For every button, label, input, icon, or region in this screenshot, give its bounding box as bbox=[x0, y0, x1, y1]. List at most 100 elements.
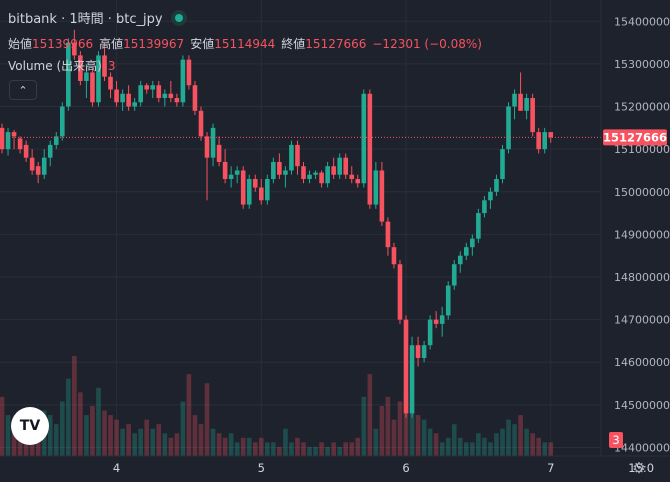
candle-body bbox=[337, 157, 342, 175]
volume-bar bbox=[433, 433, 439, 456]
volume-bar bbox=[198, 424, 204, 456]
candle-body bbox=[409, 345, 415, 414]
candle-body bbox=[542, 132, 547, 150]
volume-legend[interactable]: Volume (出来高) 3 bbox=[8, 58, 115, 74]
volume-bar bbox=[150, 428, 156, 456]
price-tick-label: 14700000 bbox=[614, 314, 670, 327]
volume-bar bbox=[252, 442, 258, 456]
candle-body bbox=[385, 221, 391, 248]
volume-bar bbox=[240, 437, 246, 456]
last-price-text: 15127666 bbox=[603, 130, 667, 144]
time-tick-label: 5 bbox=[258, 461, 265, 475]
time-axis[interactable] bbox=[0, 456, 670, 482]
candle-body bbox=[457, 255, 463, 265]
volume-bar bbox=[228, 433, 234, 456]
volume-bar bbox=[427, 428, 433, 456]
volume-bar bbox=[373, 428, 379, 456]
last-price-label: 15127666 bbox=[603, 129, 667, 146]
candle-body bbox=[433, 319, 439, 324]
low-label: 安値 bbox=[190, 37, 215, 51]
candle-body bbox=[548, 132, 554, 138]
volume-bar bbox=[204, 383, 210, 456]
candle-body bbox=[518, 93, 523, 111]
volume-bar bbox=[174, 433, 180, 456]
volume-bar bbox=[445, 437, 451, 456]
volume-value: 3 bbox=[107, 59, 116, 73]
volume-bar bbox=[144, 419, 150, 456]
volume-bar bbox=[470, 442, 475, 456]
volume-bar bbox=[397, 401, 403, 456]
volume-bar bbox=[210, 428, 216, 456]
volume-bar bbox=[246, 437, 252, 456]
volume-label: Volume (出来高) bbox=[8, 59, 102, 73]
collapse-legend-button[interactable]: ⌃ bbox=[9, 80, 37, 100]
volume-bar bbox=[222, 437, 228, 456]
candle-body bbox=[132, 102, 137, 107]
volume-bar bbox=[367, 374, 373, 456]
candle-body bbox=[29, 157, 35, 171]
candle-body bbox=[168, 93, 174, 99]
candle-body bbox=[144, 85, 150, 90]
candle-body bbox=[252, 178, 258, 188]
candle-body bbox=[427, 319, 433, 346]
candle-body bbox=[204, 136, 210, 158]
candle-body bbox=[162, 93, 168, 99]
candle-body bbox=[222, 161, 228, 179]
volume-bar bbox=[138, 428, 143, 456]
volume-bar bbox=[295, 437, 300, 456]
price-tick-label: 14600000 bbox=[614, 356, 670, 369]
candle-body bbox=[355, 178, 361, 184]
volume-bar bbox=[126, 424, 131, 456]
tradingview-logo[interactable]: TV bbox=[11, 407, 49, 445]
candle-body bbox=[180, 59, 186, 103]
candle-body bbox=[530, 98, 535, 133]
high-value: 15139967 bbox=[123, 37, 185, 51]
candles bbox=[0, 29, 554, 418]
time-tick-label: 15:0 bbox=[628, 461, 654, 475]
volume-bar bbox=[0, 396, 5, 456]
volume-bar bbox=[301, 442, 306, 456]
candle-body bbox=[11, 132, 17, 137]
volume-bar bbox=[476, 433, 481, 456]
candle-body bbox=[325, 166, 330, 184]
volume-bar bbox=[500, 428, 505, 456]
price-tick-label: 14800000 bbox=[614, 271, 670, 284]
volume-bar bbox=[403, 392, 409, 456]
volume-bar bbox=[96, 387, 101, 456]
volume-bar bbox=[536, 437, 541, 456]
candle-body bbox=[319, 172, 324, 184]
volume-bar bbox=[379, 406, 385, 456]
candle-body bbox=[512, 93, 517, 107]
candle-body bbox=[138, 85, 143, 103]
volume-bar bbox=[349, 442, 355, 456]
candle-body bbox=[343, 157, 349, 175]
volume-bar bbox=[156, 424, 162, 456]
price-axis[interactable] bbox=[601, 0, 670, 482]
candle-body bbox=[415, 345, 421, 358]
candle-body bbox=[349, 174, 355, 179]
settings-button[interactable]: ⚙ bbox=[630, 459, 648, 477]
volume-bar bbox=[439, 442, 445, 456]
candle-body bbox=[96, 55, 101, 103]
candle-body bbox=[367, 93, 373, 205]
symbol-legend[interactable]: bitbank · 1時間 · btc_jpy bbox=[8, 10, 187, 28]
candle-body bbox=[174, 98, 180, 103]
volume-bar bbox=[132, 433, 137, 456]
candle-body bbox=[192, 85, 198, 111]
volume-bar bbox=[72, 356, 77, 456]
volume-bar bbox=[114, 419, 119, 456]
price-tick-label: 15300000 bbox=[614, 58, 670, 71]
volume-bar bbox=[108, 415, 113, 456]
volume-bar bbox=[464, 442, 469, 456]
close-value: 15127666 bbox=[305, 37, 367, 51]
volume-bar bbox=[265, 442, 270, 456]
price-tick-label: 14900000 bbox=[614, 228, 670, 241]
volume-bar bbox=[120, 428, 125, 456]
symbol-title: bitbank · 1時間 · btc_jpy bbox=[8, 12, 163, 27]
close-label: 終値 bbox=[281, 37, 306, 51]
volume-bar bbox=[482, 437, 487, 456]
volume-bar bbox=[518, 415, 523, 456]
volume-bar bbox=[385, 396, 391, 456]
candle-body bbox=[60, 106, 65, 137]
